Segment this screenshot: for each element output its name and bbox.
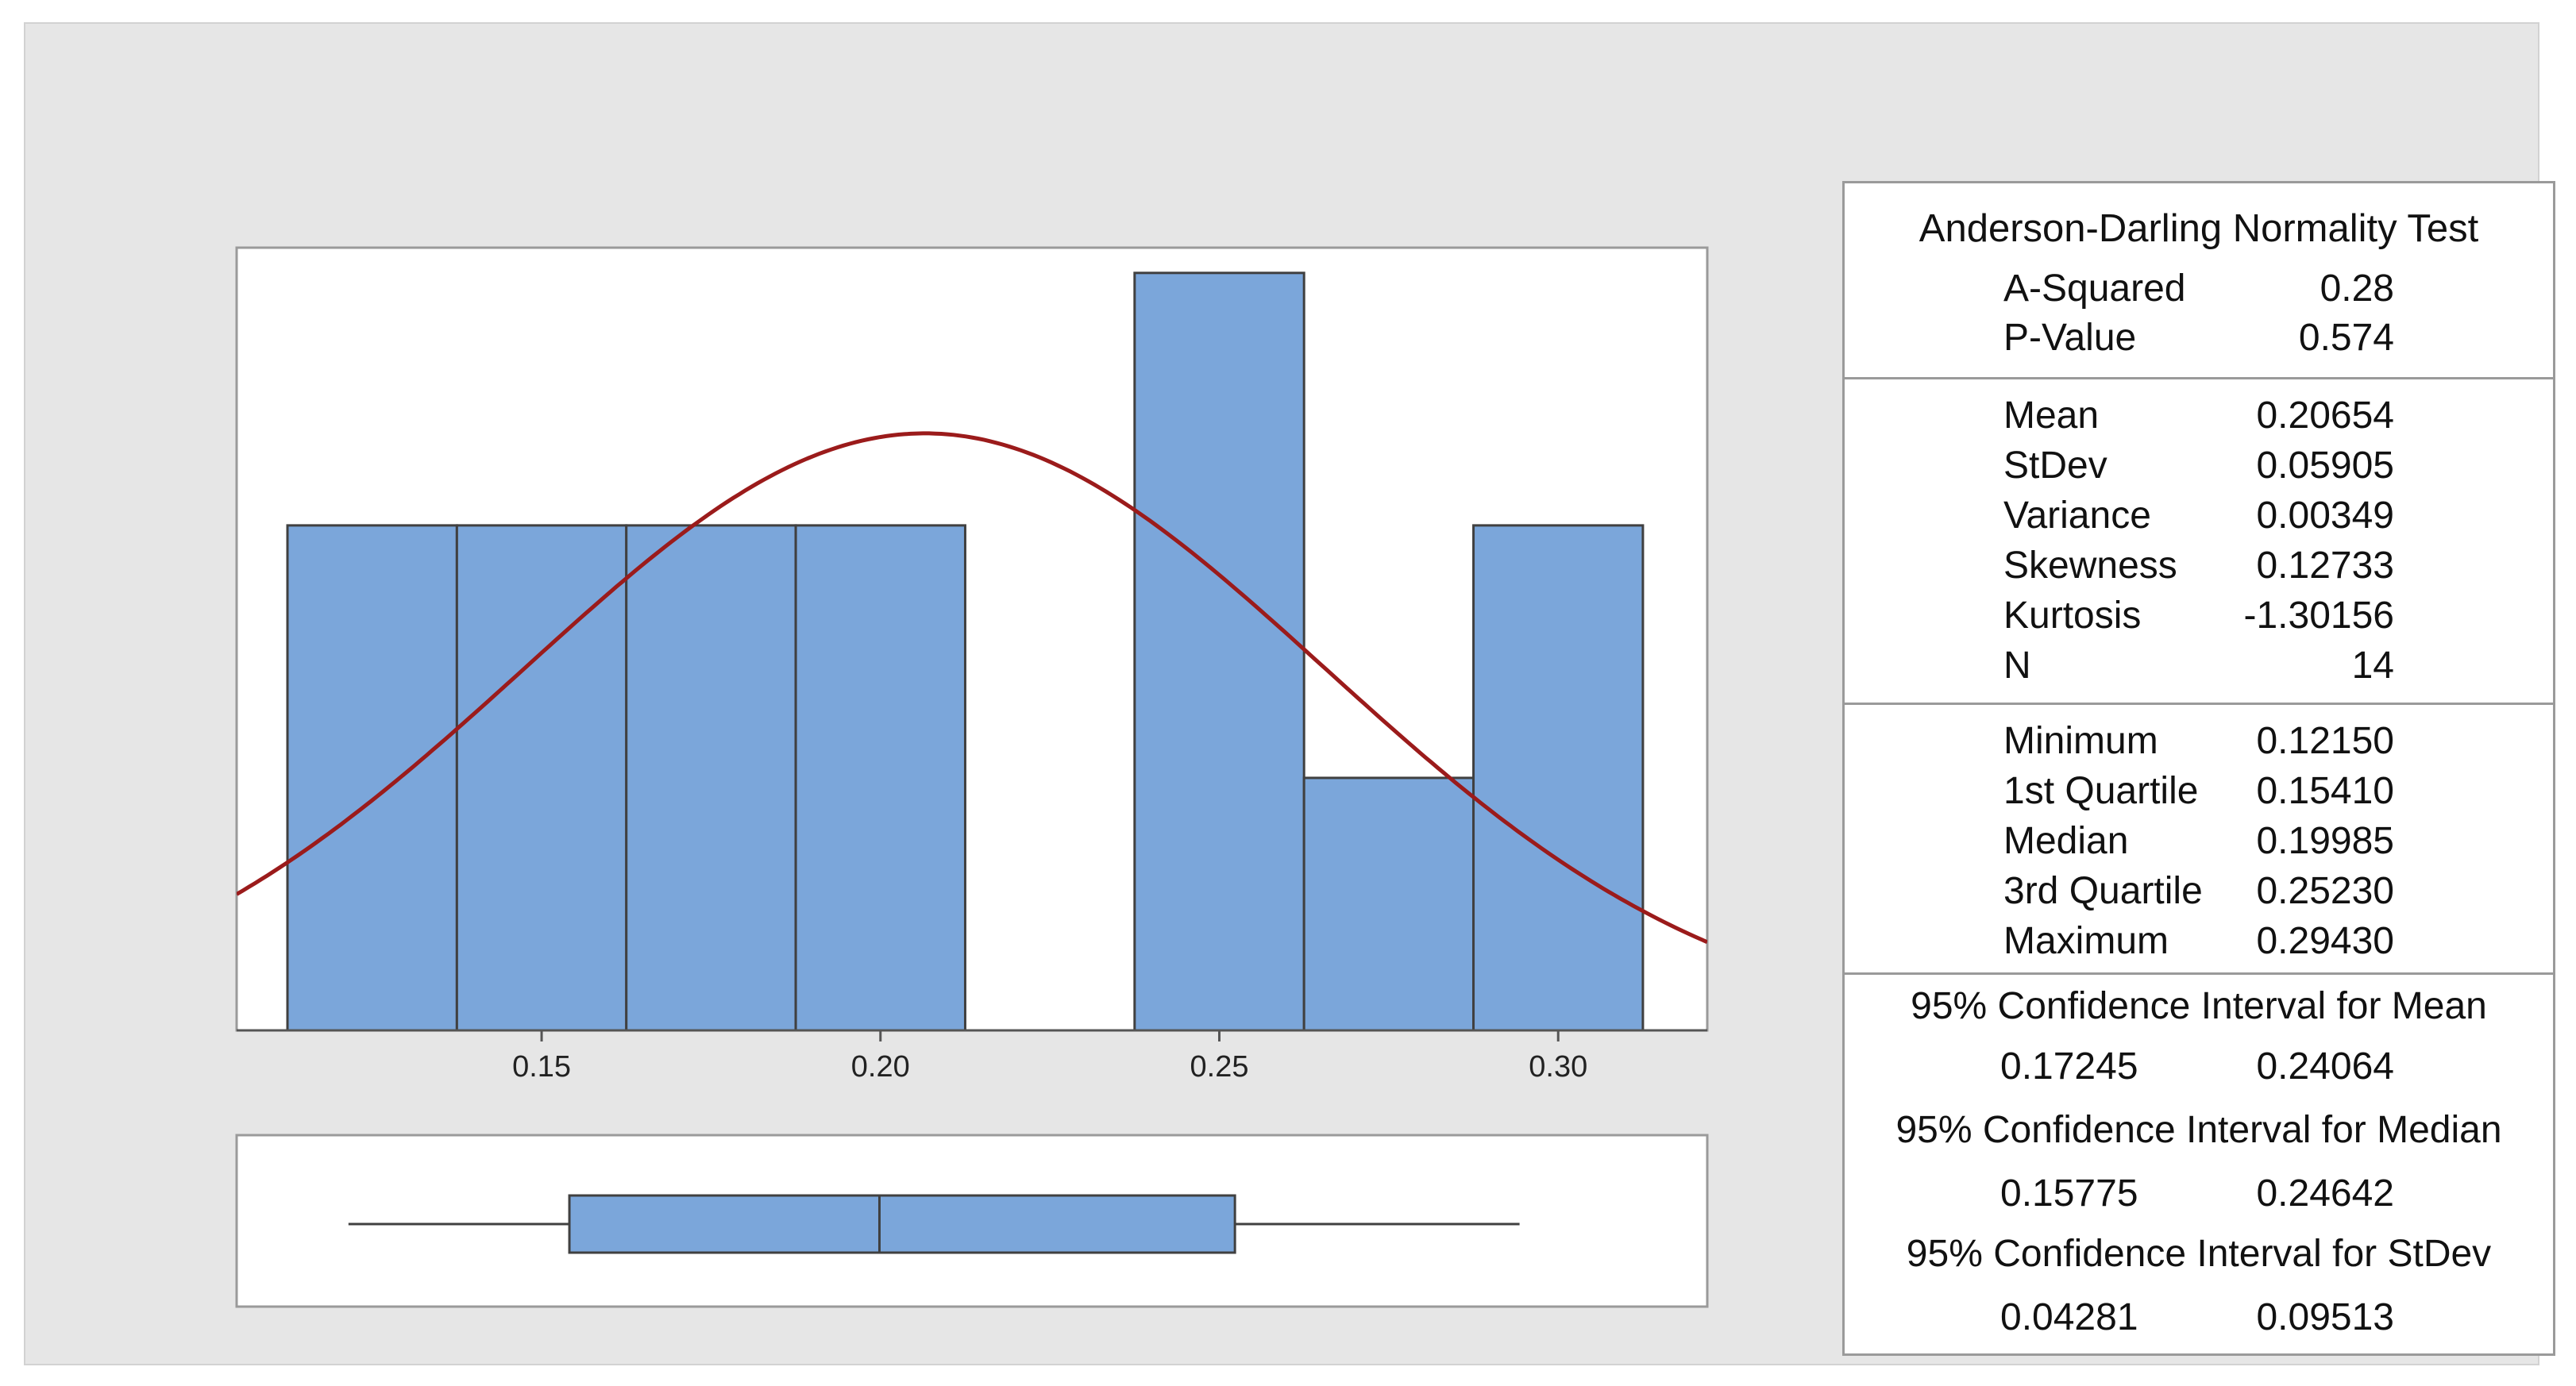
stat-value: 0.25230 [2256,870,2394,912]
ci-stdev-title: 95% Confidence Interval for StDev [1906,1233,2492,1275]
ci-stdev-row: 0.04281 0.09513 [1845,1293,2553,1342]
section-divider [1845,377,2553,379]
histogram-bar-1 [455,524,628,1032]
histogram-bar-7 [1472,524,1645,1032]
stat-row-kurtosis: Kurtosis -1.30156 [1845,591,2553,641]
stat-row-variance: Variance 0.00349 [1845,491,2553,541]
ci-low-value: 0.17245 [2000,1045,2138,1088]
stat-value: 0.12733 [2256,545,2394,587]
histogram-bar-6 [1302,776,1475,1032]
section-divider [1845,703,2553,705]
ci-high-value: 0.24642 [2256,1172,2394,1215]
stat-row-3rd-quartile: 3rd Quartile 0.25230 [1845,867,2553,916]
stat-label: P-Value [2003,317,2137,359]
ci-high-value: 0.09513 [2256,1296,2394,1338]
stat-label: Skewness [2003,545,2177,587]
histogram-bar-5 [1133,271,1305,1032]
ci-median-title: 95% Confidence Interval for Median [1895,1109,2502,1151]
stat-value: 0.05905 [2256,445,2394,487]
stat-value: 0.19985 [2256,820,2394,862]
statistics-panel: Anderson-Darling Normality Test A-Square… [1842,181,2555,1356]
normal-distribution-curve [237,431,1707,945]
stat-label: Variance [2003,495,2151,537]
stat-value: 0.12150 [2256,720,2394,762]
x-tick-label: 0.25 [1190,1050,1249,1084]
stat-row-median: Median 0.19985 [1845,817,2553,866]
ci-low-value: 0.04281 [2000,1296,2138,1338]
stat-label: 3rd Quartile [2003,870,2203,912]
x-tick-label: 0.15 [512,1050,571,1084]
stat-label: Kurtosis [2003,595,2142,637]
ad-test-title: Anderson-Darling Normality Test [1919,207,2479,250]
stat-label: N [2003,645,2031,687]
histogram-bar-2 [625,524,797,1032]
histogram-bar-3 [794,524,966,1032]
stat-value: 0.28 [2320,268,2394,310]
ci-high-value: 0.24064 [2256,1045,2394,1088]
stat-row-1st-quartile: 1st Quartile 0.15410 [1845,767,2553,816]
stat-label: A-Squared [2003,268,2186,310]
stat-value: 0.20654 [2256,395,2394,437]
stat-value: 0.00349 [2256,495,2394,537]
ci-mean-row: 0.17245 0.24064 [1845,1042,2553,1091]
section-divider [1845,972,2553,975]
boxplot-box [568,1194,1236,1254]
stat-value: 0.15410 [2256,770,2394,812]
stat-label: Minimum [2003,720,2158,762]
stat-value: -1.30156 [2243,595,2395,637]
stat-row-p-value: P-Value 0.574 [1845,314,2553,363]
stat-row-n: N 14 [1845,641,2553,691]
ci-median-row: 0.15775 0.24642 [1845,1169,2553,1219]
histogram-bar-0 [286,524,458,1032]
stat-row-stdev: StDev 0.05905 [1845,441,2553,491]
stat-row-minimum: Minimum 0.12150 [1845,717,2553,766]
stat-label: Maximum [2003,920,2169,962]
stat-label: 1st Quartile [2003,770,2199,812]
stat-value: 14 [2351,645,2394,687]
stat-value: 0.574 [2298,317,2394,359]
stat-label: Median [2003,820,2129,862]
stat-row-a-squared: A-Squared 0.28 [1845,264,2553,314]
stat-row-mean: Mean 0.20654 [1845,391,2553,441]
x-tick-label: 0.30 [1529,1050,1587,1084]
histogram-and-boxplot: 0.15 0.20 0.25 0.30 [235,246,1709,1308]
stat-label: Mean [2003,395,2100,437]
summary-report-panel: 0.15 0.20 0.25 0.30 Anderson-Darling Normal… [24,22,2555,1365]
ci-low-value: 0.15775 [2000,1172,2138,1215]
stat-row-skewness: Skewness 0.12733 [1845,541,2553,591]
stat-label: StDev [2003,445,2107,487]
x-tick-label: 0.20 [851,1050,910,1084]
ci-mean-title: 95% Confidence Interval for Mean [1911,985,2487,1027]
stat-row-maximum: Maximum 0.29430 [1845,917,2553,966]
stat-value: 0.29430 [2256,920,2394,962]
